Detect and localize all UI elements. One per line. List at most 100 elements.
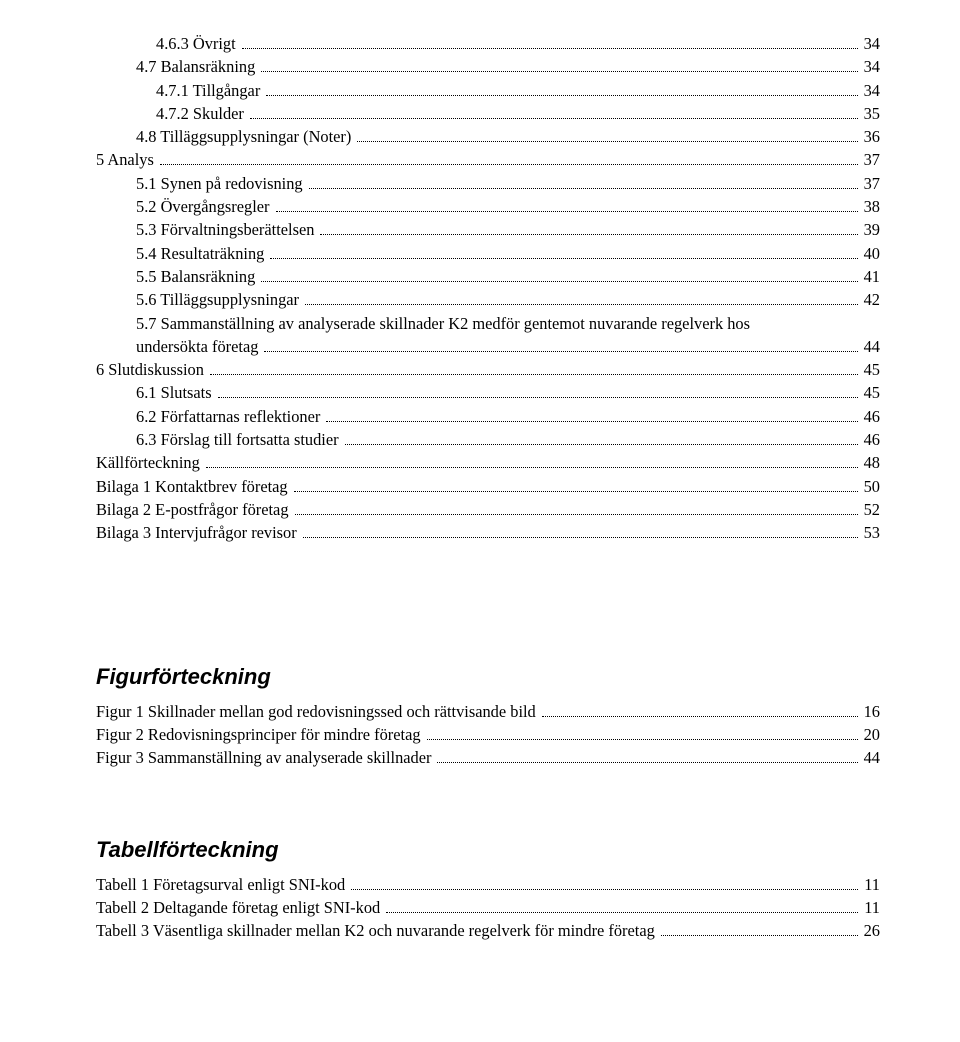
toc-entry-label: Tabell 3 Väsentliga skillnader mellan K2… [96, 919, 659, 942]
toc-dot-leader [206, 467, 858, 468]
toc-entry-label: Figur 1 Skillnader mellan god redovisnin… [96, 700, 540, 723]
toc-dot-leader [160, 164, 858, 165]
toc-entry-page: 53 [860, 521, 880, 544]
toc-entry-page: 52 [860, 498, 880, 521]
toc-dot-leader [276, 211, 858, 212]
toc-entry-page: 38 [860, 195, 880, 218]
toc-entry-label: 4.7 Balansräkning [136, 55, 259, 78]
toc-dot-leader [357, 141, 857, 142]
toc-entry: Källförteckning48 [96, 451, 880, 474]
toc-entry-page: 36 [860, 125, 880, 148]
toc-entry: Tabell 1 Företagsurval enligt SNI-kod 11 [96, 873, 880, 896]
toc-entry: 5.7 Sammanställning av analyserade skill… [96, 312, 880, 335]
toc-entry-label: 4.8 Tilläggsupplysningar (Noter) [136, 125, 355, 148]
toc-entry-page: 16 [860, 700, 880, 723]
toc-entry-page: 45 [860, 381, 880, 404]
toc-dot-leader [303, 537, 858, 538]
toc-entry-label: Figur 2 Redovisningsprinciper för mindre… [96, 723, 425, 746]
toc-dot-leader [661, 935, 858, 936]
toc-dot-leader [266, 95, 857, 96]
toc-dot-leader [326, 421, 857, 422]
toc-dot-leader [261, 281, 857, 282]
toc-entry: Bilaga 2 E-postfrågor företag 52 [96, 498, 880, 521]
toc-entry: 4.7.2 Skulder 35 [96, 102, 880, 125]
toc-dot-leader [210, 374, 858, 375]
toc-entry-label: Tabell 1 Företagsurval enligt SNI-kod [96, 873, 349, 896]
toc-entry: 5.6 Tilläggsupplysningar 42 [96, 288, 880, 311]
toc-entry-page: 42 [860, 288, 880, 311]
toc-entry: Figur 2 Redovisningsprinciper för mindre… [96, 723, 880, 746]
toc-entry-label: Bilaga 2 E-postfrågor företag [96, 498, 293, 521]
toc-entry: 5.3 Förvaltningsberättelsen 39 [96, 218, 880, 241]
toc-entry: Figur 3 Sammanställning av analyserade s… [96, 746, 880, 769]
toc-entry-page: 46 [860, 428, 880, 451]
toc-entry-label: Figur 3 Sammanställning av analyserade s… [96, 746, 435, 769]
toc-entry-page: 40 [860, 242, 880, 265]
toc-entry-label: 4.7.2 Skulder [156, 102, 248, 125]
toc-dot-leader [218, 397, 858, 398]
toc-entry-page: 34 [860, 55, 880, 78]
toc-entry: 4.7 Balansräkning 34 [96, 55, 880, 78]
toc-entry: 4.7.1 Tillgångar34 [96, 79, 880, 102]
toc-entry-label: 6 Slutdiskussion [96, 358, 208, 381]
toc-dot-leader [242, 48, 858, 49]
tables-heading: Tabellförteckning [96, 834, 880, 865]
toc-entry: 5.5 Balansräkning 41 [96, 265, 880, 288]
toc-entry-label: 5.4 Resultaträkning [136, 242, 268, 265]
toc-entry: 6.3 Förslag till fortsatta studier46 [96, 428, 880, 451]
toc-entry-page: 37 [860, 172, 880, 195]
toc-entry: 5.1 Synen på redovisning37 [96, 172, 880, 195]
toc-entry-label: 5 Analys [96, 148, 158, 171]
figures-heading: Figurförteckning [96, 661, 880, 692]
toc-entry-page: 35 [860, 102, 880, 125]
toc-dot-leader [270, 258, 857, 259]
toc-entry-label: 5.5 Balansräkning [136, 265, 259, 288]
toc-entry: 5.2 Övergångsregler38 [96, 195, 880, 218]
toc-entry-label: Bilaga 1 Kontaktbrev företag [96, 475, 292, 498]
toc-dot-leader [345, 444, 858, 445]
toc-entry: Bilaga 3 Intervjufrågor revisor 53 [96, 521, 880, 544]
toc-entry-continuation: undersökta företag44 [96, 335, 880, 358]
toc-entry-label: Bilaga 3 Intervjufrågor revisor [96, 521, 301, 544]
toc-entry: 5.4 Resultaträkning 40 [96, 242, 880, 265]
toc-entry-page: 48 [860, 451, 880, 474]
toc-entry-page: 41 [860, 265, 880, 288]
toc-entry-label: 5.6 Tilläggsupplysningar [136, 288, 303, 311]
document-page: 4.6.3 Övrigt344.7 Balansräkning344.7.1 T… [0, 0, 960, 1042]
toc-dot-leader [542, 716, 858, 717]
toc-entry-page: 44 [860, 335, 880, 358]
toc-entry: 6.2 Författarnas reflektioner 46 [96, 405, 880, 428]
toc-dot-leader [250, 118, 858, 119]
toc-dot-leader [437, 762, 857, 763]
toc-tables: Tabell 1 Företagsurval enligt SNI-kod11T… [96, 873, 880, 943]
toc-entry: 6 Slutdiskussion 45 [96, 358, 880, 381]
toc-entry-label: 6.1 Slutsats [136, 381, 216, 404]
toc-entry-label: 6.2 Författarnas reflektioner [136, 405, 324, 428]
toc-entry: 4.8 Tilläggsupplysningar (Noter) 36 [96, 125, 880, 148]
toc-entry-page: 45 [860, 358, 880, 381]
toc-entry-page: 26 [860, 919, 880, 942]
toc-entry-page: 11 [860, 873, 880, 896]
toc-entry-page: 37 [860, 148, 880, 171]
toc-entry-page: 46 [860, 405, 880, 428]
toc-dot-leader [386, 912, 858, 913]
toc-dot-leader [294, 491, 858, 492]
toc-dot-leader [261, 71, 857, 72]
toc-entry-label: 5.3 Förvaltningsberättelsen [136, 218, 318, 241]
toc-entry: Tabell 3 Väsentliga skillnader mellan K2… [96, 919, 880, 942]
toc-entry-label: Tabell 2 Deltagande företag enligt SNI-k… [96, 896, 384, 919]
toc-entry-page: 20 [860, 723, 880, 746]
toc-entry-page: 50 [860, 475, 880, 498]
toc-entry-page: 34 [860, 79, 880, 102]
toc-entry-page: 39 [860, 218, 880, 241]
toc-entry: 5 Analys 37 [96, 148, 880, 171]
toc-dot-leader [351, 889, 858, 890]
toc-entry-label: 5.7 Sammanställning av analyserade skill… [136, 312, 754, 335]
toc-dot-leader [320, 234, 857, 235]
toc-dot-leader [309, 188, 858, 189]
toc-dot-leader [295, 514, 858, 515]
toc-main: 4.6.3 Övrigt344.7 Balansräkning344.7.1 T… [96, 32, 880, 545]
toc-dot-leader [427, 739, 858, 740]
spacer [96, 545, 880, 597]
toc-entry: Tabell 2 Deltagande företag enligt SNI-k… [96, 896, 880, 919]
